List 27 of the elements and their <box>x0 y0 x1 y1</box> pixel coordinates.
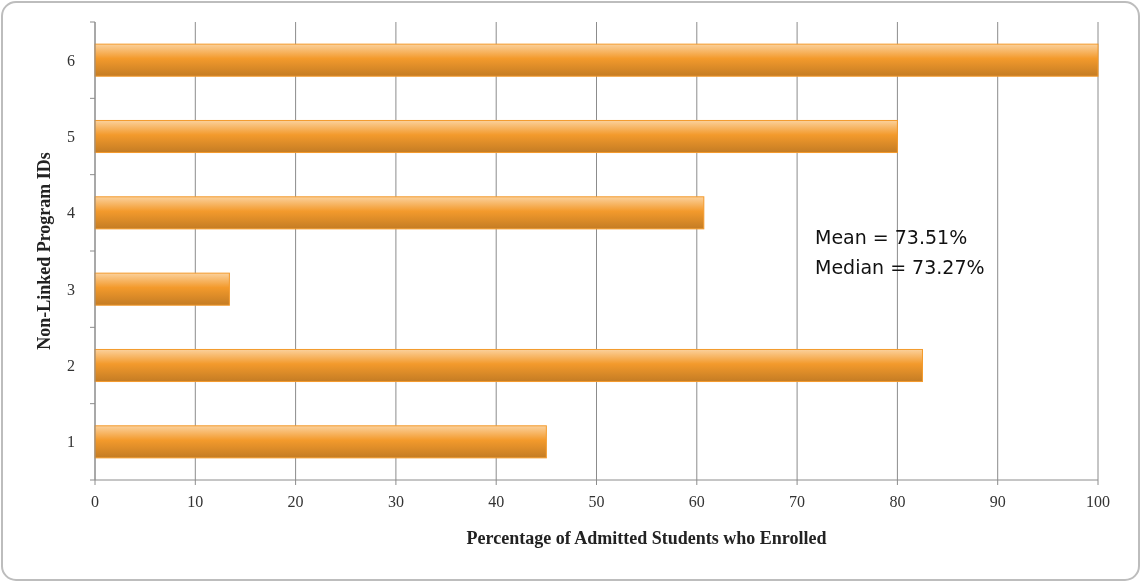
y-tick-label: 6 <box>67 51 75 69</box>
y-tick-label: 5 <box>67 128 75 146</box>
y-tick-label: 1 <box>67 433 75 451</box>
annotation: Median = 73.27% <box>815 256 985 278</box>
x-tick-label: 20 <box>287 493 304 510</box>
y-tick-label: 3 <box>67 280 75 298</box>
x-tick-label: 10 <box>187 493 204 510</box>
x-tick-label: 100 <box>1086 493 1110 510</box>
x-tick-label: 80 <box>889 493 906 510</box>
x-tick-label: 50 <box>588 493 605 510</box>
x-tick-label: 40 <box>488 493 505 510</box>
y-tick-label: 4 <box>67 204 75 222</box>
x-axis-title: Percentage of Admitted Students who Enrolled <box>466 528 827 548</box>
bar <box>94 196 705 230</box>
x-tick-label: 60 <box>688 493 705 510</box>
x-tick-label: 90 <box>989 493 1006 510</box>
bar <box>94 119 898 154</box>
bar <box>94 425 547 459</box>
bar <box>94 43 1099 77</box>
annotation: Mean = 73.51% <box>815 226 968 248</box>
x-tick-label: 70 <box>789 493 806 510</box>
y-axis-title: Non-Linked Program IDs <box>34 152 54 350</box>
x-tick-label: 0 <box>91 493 99 510</box>
bar <box>94 272 230 306</box>
bar <box>94 348 923 383</box>
y-tick-label: 2 <box>67 357 75 375</box>
x-tick-label: 30 <box>387 493 404 510</box>
